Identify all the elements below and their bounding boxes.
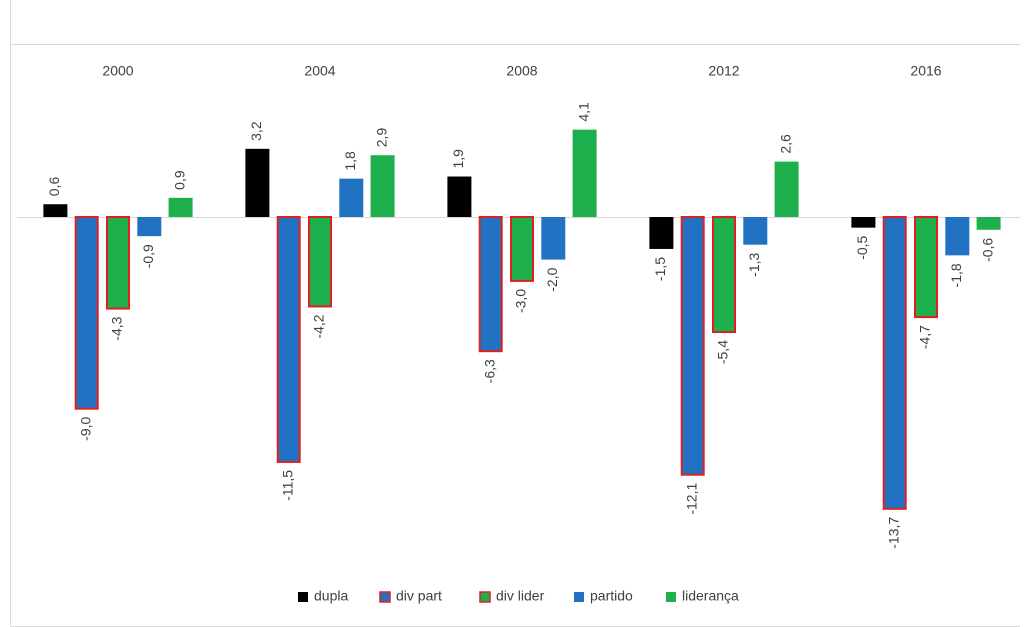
data-label: -0,9 — [140, 244, 156, 268]
category-label: 2004 — [304, 63, 335, 79]
category-label: 2000 — [102, 63, 133, 79]
bar — [572, 129, 597, 217]
bar — [339, 178, 364, 217]
bar — [851, 217, 876, 228]
legend-swatch — [574, 592, 584, 602]
data-label: -3,0 — [513, 289, 529, 313]
legend-swatch — [666, 592, 676, 602]
legend-label: div part — [396, 588, 442, 604]
bar — [137, 217, 162, 237]
data-label: -1,5 — [652, 257, 668, 281]
data-label: -2,0 — [544, 267, 560, 291]
bar — [774, 161, 799, 217]
bar — [106, 216, 130, 310]
data-label: -0,5 — [854, 235, 870, 259]
bar — [74, 216, 99, 410]
bar — [976, 217, 1001, 230]
data-label: 0,9 — [171, 170, 187, 190]
data-label: -6,3 — [481, 359, 497, 383]
bar — [541, 217, 566, 260]
legend-label: dupla — [314, 588, 348, 604]
legend-swatch — [479, 591, 491, 603]
data-label: -0,6 — [979, 238, 995, 262]
category-label: 2012 — [708, 63, 739, 79]
data-label: 4,1 — [575, 102, 591, 122]
bar — [914, 216, 938, 319]
data-label: -12,1 — [683, 483, 699, 515]
data-label: 1,9 — [450, 149, 466, 169]
data-label: -13,7 — [885, 517, 901, 549]
data-label: -4,7 — [917, 325, 933, 349]
bar — [680, 216, 705, 476]
bar — [945, 217, 970, 256]
data-label: -1,8 — [948, 263, 964, 287]
bar — [43, 204, 68, 217]
data-label: 1,8 — [342, 151, 358, 171]
bar — [478, 216, 503, 353]
data-label: 2,6 — [777, 134, 793, 154]
data-label: -5,4 — [715, 340, 731, 364]
data-label: -9,0 — [77, 416, 93, 440]
data-label: -4,2 — [311, 314, 327, 338]
data-label: 2,9 — [373, 128, 389, 148]
data-label: 3,2 — [248, 121, 264, 141]
bar — [308, 216, 332, 308]
category-label: 2008 — [506, 63, 537, 79]
legend-swatch — [298, 592, 308, 602]
bar — [276, 216, 301, 463]
bar — [882, 216, 907, 510]
bar — [245, 148, 270, 217]
legend-label: partido — [590, 588, 633, 604]
legend-label: liderança — [682, 588, 739, 604]
data-label: -1,3 — [746, 252, 762, 276]
bar — [743, 217, 768, 245]
bar — [649, 217, 674, 249]
data-label: -11,5 — [279, 470, 295, 501]
data-label: 0,6 — [46, 177, 62, 197]
bar — [168, 197, 193, 217]
bar — [510, 216, 534, 282]
category-label: 2016 — [910, 63, 941, 79]
legend-label: div lider — [496, 588, 545, 604]
bar — [712, 216, 736, 334]
legend-swatch — [379, 591, 391, 603]
bar — [370, 155, 395, 217]
bar — [447, 176, 472, 217]
data-label: -4,3 — [109, 316, 125, 340]
